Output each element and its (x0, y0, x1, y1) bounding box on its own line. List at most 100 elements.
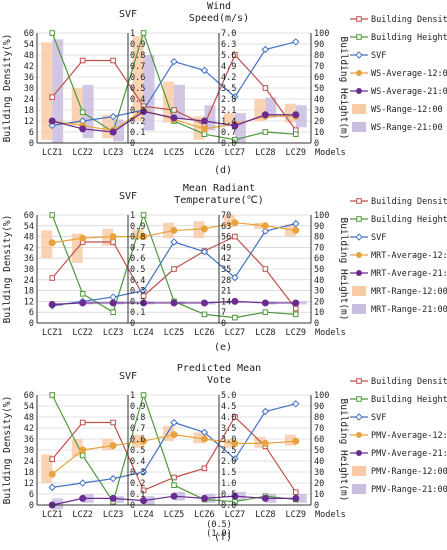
avg-21-point (292, 494, 300, 502)
avg-21-point (140, 497, 148, 505)
bd-tick-label: 12 (24, 297, 34, 307)
right-axis-title: Building Height(m) (338, 37, 349, 140)
svf-tick-label: 0.1 (130, 308, 145, 318)
avg-21-point (292, 111, 300, 119)
bd-tick-label: 24 (24, 276, 34, 286)
bd-tick-label: 24 (24, 457, 34, 467)
legend-swatch-marker (356, 396, 362, 402)
var-tick-label: 3.5 (221, 424, 236, 434)
svf-point (109, 474, 117, 483)
building-height-point (79, 109, 86, 116)
avg-21-point (109, 128, 117, 136)
category-label: LCZ7 (225, 328, 245, 338)
svf-point (200, 66, 209, 75)
var-tick-label: 4.0 (221, 413, 236, 423)
range-21-bar (234, 113, 246, 143)
legend-label: MRT-Range-12:00 (371, 287, 447, 297)
bd-tick-label: 36 (24, 435, 34, 445)
variable-axis-title-line1: Predicted Mean (177, 363, 261, 374)
category-label: LCZ9 (286, 510, 306, 520)
svf-tick-label: 0.3 (130, 106, 145, 116)
range-12-bar (71, 439, 83, 457)
svf-tick-label: 0.6 (130, 73, 145, 83)
bh-tick-label: 40 (314, 95, 324, 105)
range-12-bar (254, 99, 266, 121)
avg-21-point (200, 117, 208, 125)
building-density-point (79, 419, 86, 426)
legend-label: PMV-Average-21:00 (371, 449, 447, 459)
svf-tick-label: 1 (130, 391, 135, 401)
category-label: LCZ3 (103, 510, 123, 520)
category-label: LCZ5 (164, 328, 184, 338)
bd-tick-label: 6 (29, 490, 34, 500)
var-tick-label: 56 (221, 233, 231, 243)
chart-panel-d: 0612182430364248546000.10.20.30.40.50.60… (2, 1, 447, 176)
var-tick-label: 28 (221, 276, 231, 286)
building-height-point (79, 291, 86, 297)
range-12-bar (71, 88, 83, 125)
svf-tick-label: 0.2 (130, 479, 145, 489)
building-density-point (49, 275, 56, 281)
category-label: LCZ4 (133, 148, 153, 158)
avg-12-point (79, 234, 87, 242)
building-density-point (49, 94, 56, 100)
building-height-point (110, 309, 116, 315)
legend-label: SVF (371, 413, 386, 423)
var-tick-label: 14 (221, 297, 231, 307)
range-12-bar (223, 215, 235, 228)
svf-tick-label: 0.6 (130, 254, 145, 264)
bh-tick-label: 80 (314, 233, 324, 243)
range-12-bar (193, 116, 205, 140)
legend-label: MRT-Average-21:00 (371, 269, 447, 279)
avg-21-point (231, 492, 239, 500)
avg-21-point (261, 299, 269, 307)
legend-swatch-marker (356, 216, 362, 222)
category-label: LCZ3 (103, 148, 123, 158)
legend-swatch (352, 484, 366, 494)
building-height-point (232, 314, 238, 321)
range-12-bar (132, 36, 144, 122)
category-label: LCZ9 (286, 328, 306, 338)
avg-21-point (170, 299, 178, 307)
range-12-bar (41, 42, 53, 140)
avg-21-point (200, 299, 208, 307)
building-density-point (232, 52, 238, 58)
legend-label: PMV-Range-21:00 (371, 485, 447, 495)
svf-tick-label: 0.9 (130, 40, 145, 50)
svf-tick-label: 0.1 (130, 490, 145, 500)
var-tick-label: 3.5 (221, 84, 236, 94)
bh-tick-label: 20 (314, 297, 324, 307)
building-density-point (262, 85, 269, 91)
legend-swatch (352, 122, 366, 132)
bd-tick-label: 48 (24, 51, 34, 61)
building-height-point (49, 30, 56, 36)
building-height-point (201, 311, 208, 318)
bh-tick-label: 0 (314, 139, 319, 149)
x-axis-title: Models (315, 510, 346, 520)
range-12-bar (163, 425, 174, 442)
bd-tick-label: 0 (29, 501, 34, 511)
avg-12-point (140, 437, 148, 445)
svf-point (109, 293, 117, 301)
range-21-bar (143, 55, 155, 131)
bh-tick-label: 100 (314, 391, 329, 401)
avg-21-point (231, 122, 239, 130)
variable-axis-title: Mean Radiant Temperature(℃) (174, 183, 264, 206)
category-label: LCZ1 (42, 148, 62, 158)
var-tick-label: 6.3 (221, 40, 236, 50)
avg-12-point (292, 226, 300, 234)
building-density-point (110, 419, 116, 426)
building-height-point (232, 136, 238, 143)
legend-label: MRT-Average-12:00 (371, 251, 447, 261)
bh-tick-label: 50 (314, 84, 324, 94)
building-height-point (140, 30, 147, 36)
svf-tick-label: 0.7 (130, 62, 145, 72)
range-12-bar (102, 114, 114, 139)
svf-point (231, 93, 239, 101)
legend-swatch-marker (356, 88, 362, 94)
avg-21-point (48, 300, 56, 308)
bh-tick-label: 30 (314, 287, 324, 297)
svf-point (139, 286, 148, 295)
bd-tick-label: 30 (24, 446, 34, 456)
category-label: LCZ6 (194, 148, 214, 158)
